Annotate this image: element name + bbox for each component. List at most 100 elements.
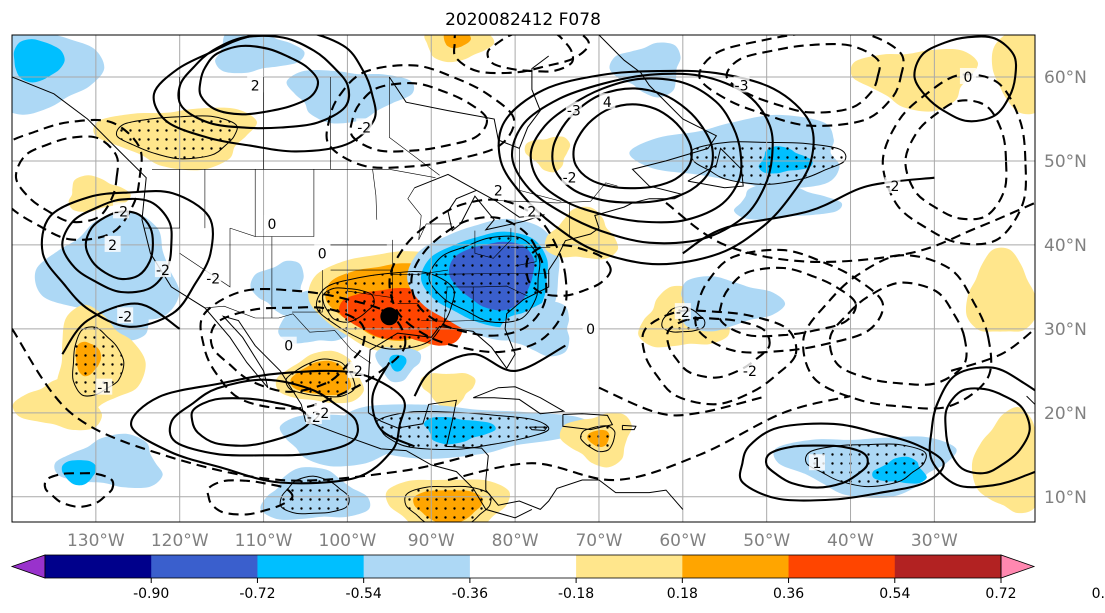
contour-positive bbox=[497, 69, 815, 266]
contour-negative bbox=[881, 73, 1027, 246]
border-line bbox=[389, 77, 440, 176]
contour-label: 0 bbox=[963, 70, 972, 86]
border-line bbox=[435, 273, 550, 275]
stipple-region bbox=[115, 115, 238, 160]
latitude-tick-label: 40°N bbox=[1044, 236, 1087, 256]
border-line bbox=[407, 187, 422, 240]
chart-title: 2020082412 F078 bbox=[445, 10, 601, 30]
contour-label: -2 bbox=[114, 204, 128, 220]
contour-label-bg bbox=[347, 361, 364, 378]
border-line bbox=[144, 169, 180, 229]
contour-positive bbox=[913, 35, 1018, 123]
contour-label-bg bbox=[117, 307, 134, 324]
contour-label-bg bbox=[154, 261, 171, 278]
contour-label-bg bbox=[733, 76, 750, 93]
contour-label-bg bbox=[263, 214, 280, 231]
contour-positive bbox=[551, 87, 714, 204]
contour-lines bbox=[12, 35, 1035, 516]
contour-negative bbox=[598, 386, 767, 417]
contour-negative bbox=[410, 216, 548, 337]
colorbar-segment bbox=[576, 555, 683, 578]
contour-label-bg bbox=[205, 269, 222, 286]
contour-label: -1 bbox=[97, 381, 111, 397]
latitude-tick-labels: 60°N 50°N 40°N 30°N 20°N 10°N bbox=[1044, 68, 1087, 508]
shading-area bbox=[424, 35, 495, 63]
latitude-tick-label: 20°N bbox=[1044, 404, 1087, 424]
border-line bbox=[372, 169, 378, 220]
colorbar-tick-label: -0.36 bbox=[452, 586, 488, 602]
contour-positive bbox=[371, 362, 415, 448]
colorbar-segment bbox=[894, 555, 1002, 578]
contour-label-bg bbox=[959, 67, 976, 84]
longitude-tick-label: 50°W bbox=[743, 531, 790, 551]
shading-area bbox=[13, 39, 65, 83]
contour-positive bbox=[764, 444, 869, 489]
contour-negative bbox=[950, 328, 1035, 372]
colorbar-segments bbox=[10, 554, 1036, 579]
colorbar-tick-label: -0.90 bbox=[133, 586, 169, 602]
contour-label-bg bbox=[561, 168, 578, 185]
contour-positive bbox=[61, 197, 173, 294]
contour-negative bbox=[665, 201, 1035, 263]
contour-label-bg bbox=[599, 93, 616, 110]
border-line bbox=[179, 228, 231, 288]
shading-area bbox=[991, 35, 1035, 115]
contour-negative bbox=[349, 82, 489, 153]
contour-label: 0 bbox=[284, 339, 293, 355]
colorbar-segment bbox=[151, 555, 258, 578]
shading-area bbox=[389, 354, 407, 372]
contour-label: 0 bbox=[586, 322, 595, 338]
contour-label: 0 bbox=[318, 246, 327, 262]
colorbar-segment bbox=[45, 555, 152, 578]
coastline bbox=[529, 426, 548, 432]
longitude-tick-labels: 130°W 120°W 110°W 100°W 90°W 80°W 70°W 60°W 50°W… bbox=[67, 531, 958, 551]
contour-positive bbox=[177, 35, 351, 130]
shading-area bbox=[524, 136, 571, 173]
contour-negative bbox=[828, 281, 968, 386]
contour-label: -2 bbox=[563, 171, 577, 187]
colorbar-tick-label: -0.72 bbox=[239, 586, 275, 602]
colorbar-extend-low bbox=[10, 554, 46, 579]
coastline bbox=[598, 35, 642, 74]
border-line bbox=[292, 270, 323, 313]
contour-positive bbox=[152, 35, 377, 153]
border-line bbox=[515, 249, 537, 267]
latitude-tick-label: 30°N bbox=[1044, 320, 1087, 340]
coastline bbox=[473, 386, 566, 415]
contour-negative bbox=[325, 64, 516, 169]
contour-positive bbox=[190, 397, 311, 447]
stipple-region bbox=[580, 425, 616, 453]
contour-label: -2 bbox=[206, 272, 220, 288]
colorbar-segment bbox=[788, 555, 896, 578]
contour-positive bbox=[198, 44, 320, 116]
longitude-tick-label: 60°W bbox=[659, 531, 706, 551]
contour-positive bbox=[511, 72, 774, 245]
colorbar-tick-label: 0.54 bbox=[879, 586, 910, 602]
border-line bbox=[443, 286, 448, 327]
shading-area bbox=[609, 42, 681, 98]
longitude-tick-label: 120°W bbox=[151, 531, 209, 551]
colorbar-tick-label: -0.54 bbox=[346, 586, 382, 602]
stipple-region bbox=[428, 235, 541, 323]
longitude-tick-label: 110°W bbox=[235, 531, 293, 551]
contour-positive bbox=[529, 77, 743, 224]
longitude-tick-label: 130°W bbox=[67, 531, 125, 551]
contour-label: 0 bbox=[267, 217, 276, 233]
map-frame bbox=[11, 34, 1036, 523]
contour-label: 1 bbox=[813, 456, 822, 472]
coastline bbox=[367, 72, 718, 413]
contour-negative bbox=[388, 198, 568, 354]
contour-label: -2 bbox=[349, 364, 363, 380]
colorbar-tick-label: 0.36 bbox=[773, 586, 804, 602]
contour-negative bbox=[199, 287, 407, 410]
contour-negative bbox=[209, 306, 366, 393]
contour-positive bbox=[738, 422, 945, 502]
contour-label: -2 bbox=[118, 309, 132, 325]
border-line bbox=[389, 169, 436, 178]
colorbar-segment bbox=[257, 555, 365, 578]
longitude-tick-label: 30°W bbox=[911, 531, 958, 551]
contour-label-bg bbox=[565, 101, 582, 118]
contour-positive bbox=[413, 344, 566, 397]
border-line bbox=[347, 274, 394, 299]
latitude-tick-label: 60°N bbox=[1044, 68, 1087, 88]
